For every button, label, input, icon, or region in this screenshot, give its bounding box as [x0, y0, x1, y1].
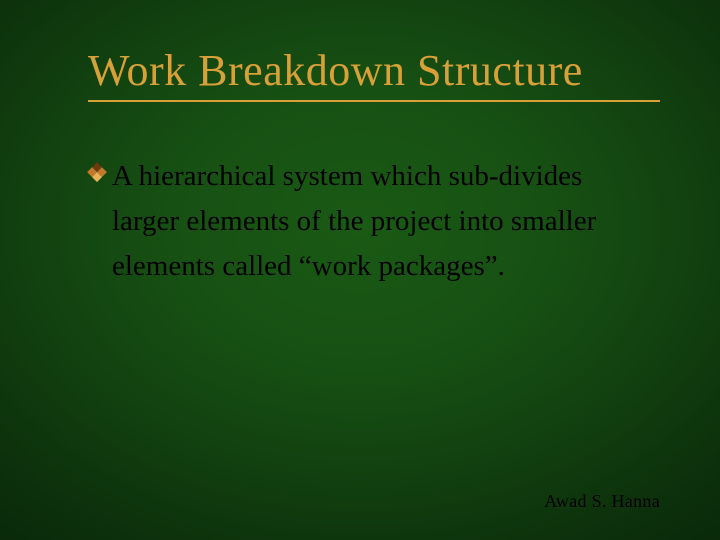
bullet-text: A hierarchical system which sub-divides …: [112, 154, 620, 289]
slide: Work Breakdown Structure A hierarchical …: [0, 0, 720, 540]
slide-footer-author: Awad S. Hanna: [544, 491, 660, 512]
slide-body: A hierarchical system which sub-divides …: [88, 154, 660, 289]
bullet-item: A hierarchical system which sub-divides …: [88, 154, 620, 289]
diamond-bullet-icon: [84, 162, 109, 187]
slide-title: Work Breakdown Structure: [88, 48, 660, 102]
